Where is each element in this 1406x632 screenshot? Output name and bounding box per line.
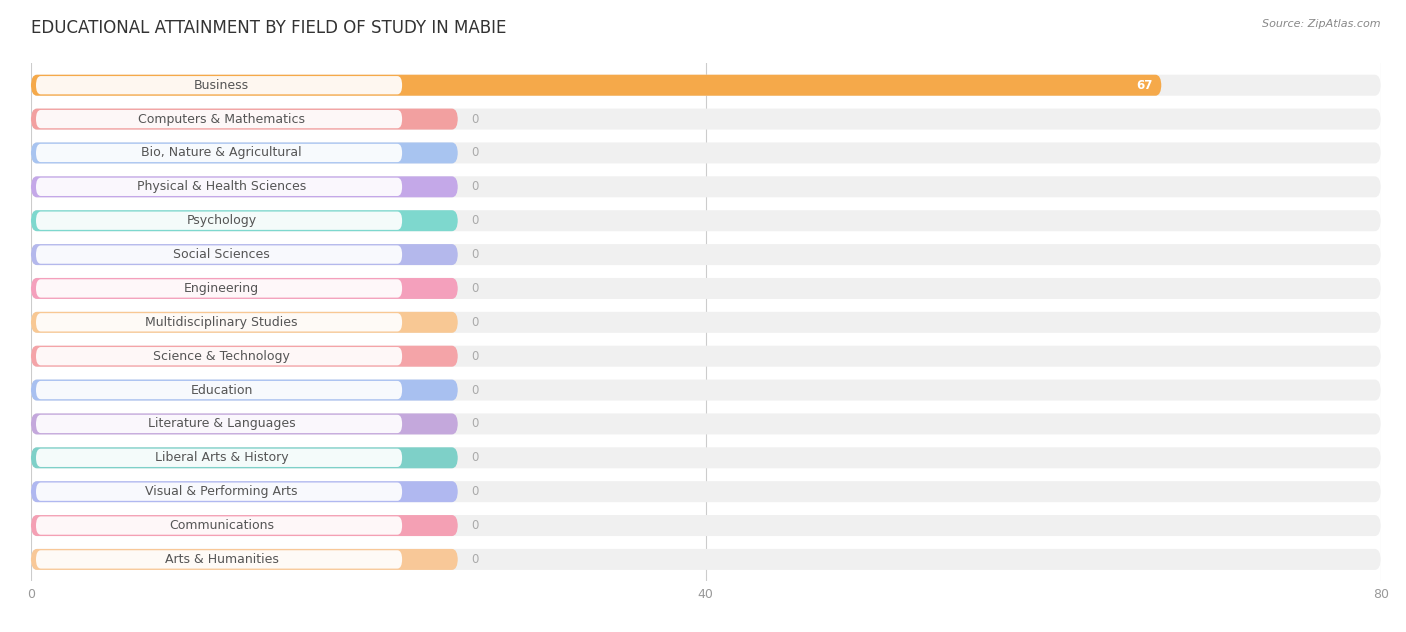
Text: Literature & Languages: Literature & Languages (148, 417, 295, 430)
Text: 67: 67 (1136, 79, 1153, 92)
Text: 0: 0 (471, 349, 478, 363)
FancyBboxPatch shape (31, 210, 458, 231)
FancyBboxPatch shape (31, 447, 1381, 468)
FancyBboxPatch shape (31, 210, 1381, 231)
Text: Communications: Communications (169, 519, 274, 532)
FancyBboxPatch shape (31, 549, 458, 570)
FancyBboxPatch shape (37, 279, 402, 298)
FancyBboxPatch shape (31, 515, 458, 536)
Text: Arts & Humanities: Arts & Humanities (165, 553, 278, 566)
Text: Computers & Mathematics: Computers & Mathematics (138, 112, 305, 126)
FancyBboxPatch shape (31, 380, 1381, 401)
Text: Business: Business (194, 79, 249, 92)
Text: Psychology: Psychology (187, 214, 257, 228)
FancyBboxPatch shape (37, 449, 402, 467)
Text: Bio, Nature & Agricultural: Bio, Nature & Agricultural (141, 147, 302, 159)
Text: 0: 0 (471, 451, 478, 465)
Text: Multidisciplinary Studies: Multidisciplinary Studies (145, 316, 298, 329)
Text: 0: 0 (471, 248, 478, 261)
FancyBboxPatch shape (31, 312, 458, 333)
Text: 0: 0 (471, 519, 478, 532)
FancyBboxPatch shape (37, 381, 402, 399)
Text: Engineering: Engineering (184, 282, 259, 295)
FancyBboxPatch shape (31, 176, 1381, 197)
FancyBboxPatch shape (31, 109, 1381, 130)
FancyBboxPatch shape (31, 244, 458, 265)
FancyBboxPatch shape (31, 481, 458, 502)
FancyBboxPatch shape (37, 245, 402, 264)
FancyBboxPatch shape (37, 347, 402, 365)
Text: 0: 0 (471, 112, 478, 126)
FancyBboxPatch shape (37, 516, 402, 535)
FancyBboxPatch shape (31, 75, 1161, 95)
FancyBboxPatch shape (37, 313, 402, 331)
FancyBboxPatch shape (37, 550, 402, 569)
FancyBboxPatch shape (37, 415, 402, 433)
Text: 0: 0 (471, 553, 478, 566)
Text: 0: 0 (471, 147, 478, 159)
Text: 0: 0 (471, 485, 478, 498)
Text: Liberal Arts & History: Liberal Arts & History (155, 451, 288, 465)
FancyBboxPatch shape (37, 76, 402, 94)
FancyBboxPatch shape (31, 515, 1381, 536)
FancyBboxPatch shape (31, 109, 458, 130)
FancyBboxPatch shape (31, 312, 1381, 333)
Text: 0: 0 (471, 417, 478, 430)
FancyBboxPatch shape (37, 212, 402, 230)
Text: Visual & Performing Arts: Visual & Performing Arts (145, 485, 298, 498)
FancyBboxPatch shape (31, 142, 1381, 164)
FancyBboxPatch shape (31, 413, 1381, 434)
FancyBboxPatch shape (37, 144, 402, 162)
Text: 0: 0 (471, 282, 478, 295)
FancyBboxPatch shape (31, 176, 458, 197)
Text: Education: Education (190, 384, 253, 396)
Text: 0: 0 (471, 180, 478, 193)
FancyBboxPatch shape (31, 278, 458, 299)
FancyBboxPatch shape (31, 481, 1381, 502)
FancyBboxPatch shape (31, 413, 458, 434)
Text: 0: 0 (471, 214, 478, 228)
FancyBboxPatch shape (37, 483, 402, 501)
FancyBboxPatch shape (31, 549, 1381, 570)
Text: Physical & Health Sciences: Physical & Health Sciences (136, 180, 307, 193)
FancyBboxPatch shape (31, 346, 458, 367)
FancyBboxPatch shape (31, 75, 1381, 95)
FancyBboxPatch shape (31, 142, 458, 164)
FancyBboxPatch shape (37, 110, 402, 128)
FancyBboxPatch shape (31, 447, 458, 468)
Text: 0: 0 (471, 316, 478, 329)
Text: Social Sciences: Social Sciences (173, 248, 270, 261)
FancyBboxPatch shape (37, 178, 402, 196)
FancyBboxPatch shape (31, 278, 1381, 299)
Text: Source: ZipAtlas.com: Source: ZipAtlas.com (1263, 19, 1381, 29)
FancyBboxPatch shape (31, 244, 1381, 265)
Text: EDUCATIONAL ATTAINMENT BY FIELD OF STUDY IN MABIE: EDUCATIONAL ATTAINMENT BY FIELD OF STUDY… (31, 19, 506, 37)
Text: 0: 0 (471, 384, 478, 396)
FancyBboxPatch shape (31, 380, 458, 401)
Text: Science & Technology: Science & Technology (153, 349, 290, 363)
FancyBboxPatch shape (31, 346, 1381, 367)
